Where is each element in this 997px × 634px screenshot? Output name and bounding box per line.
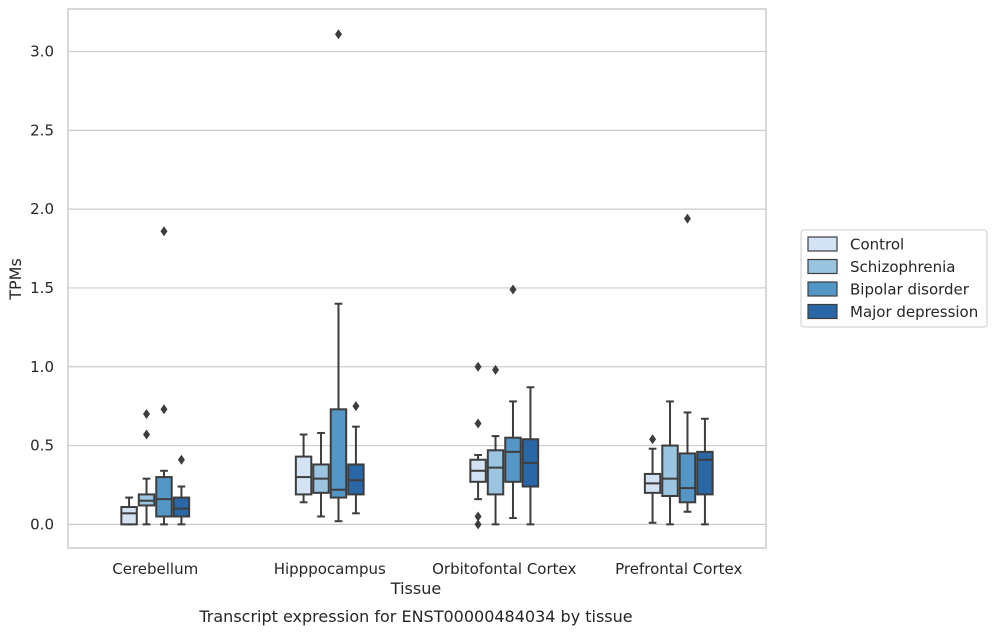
legend-swatch (807, 236, 838, 252)
legend-label: Bipolar disorder (850, 281, 970, 299)
legend: Control Schizophrenia Bipolar disorder Majo… (800, 229, 988, 328)
outlier-point (474, 418, 482, 429)
y-tick-label: 2.5 (30, 121, 54, 139)
series-schizophrenia (137, 364, 679, 526)
box-group (347, 401, 365, 515)
x-axis-ticks: Cerebellum Hipppocampus Orbitofontal Corte… (112, 560, 742, 578)
y-tick-label: 2.0 (30, 200, 54, 218)
legend-items: Control Schizophrenia Bipolar disorder Majo… (807, 236, 978, 321)
box-group (312, 431, 330, 518)
box-iqr (329, 408, 348, 499)
box-iqr (486, 449, 505, 496)
x-tick-label: Hipppocampus (274, 560, 386, 578)
legend-label: Major depression (850, 303, 978, 321)
box-group (469, 361, 487, 530)
box-group (661, 400, 679, 526)
y-tick-label: 0.0 (30, 515, 54, 533)
box-group (504, 284, 522, 520)
box-iqr (504, 436, 522, 483)
outlier-point (474, 511, 482, 522)
box-iqr (120, 506, 138, 526)
y-tick-label: 1.5 (30, 279, 54, 297)
outlier-point (492, 364, 500, 375)
outlier-point (683, 213, 691, 224)
outlier-point (474, 361, 482, 372)
figure-caption: Transcript expression for ENST0000048403… (198, 607, 632, 626)
box-group (678, 213, 697, 513)
x-tick-label: Orbitofontal Cortex (432, 560, 576, 578)
series-major-depression (172, 386, 714, 526)
box-series (120, 29, 714, 530)
outlier-point (649, 434, 657, 445)
outlier-point (160, 226, 168, 237)
outlier-point (352, 401, 360, 412)
box-iqr (661, 444, 679, 497)
box-group (155, 226, 173, 526)
outlier-point (177, 454, 185, 465)
series-bipolar-disorder (155, 29, 697, 526)
box-group (294, 433, 313, 504)
y-tick-label: 3.0 (30, 43, 54, 61)
legend-swatch (807, 258, 838, 275)
box-iqr (172, 496, 191, 518)
y-axis-title: TPMs (6, 258, 25, 301)
x-tick-label: Prefrontal Cortex (615, 560, 742, 578)
box-iqr (294, 455, 313, 496)
legend-swatch (807, 303, 838, 320)
x-tick-label: Cerebellum (112, 560, 198, 578)
gridlines (68, 50, 766, 525)
series-control (120, 361, 662, 530)
y-tick-label: 1.0 (30, 358, 54, 376)
box-group (696, 417, 714, 526)
outlier-point (143, 429, 151, 440)
legend-label: Control (850, 236, 904, 254)
legend-swatch (807, 281, 838, 297)
box-group (643, 434, 662, 524)
outlier-point (474, 519, 482, 530)
box-group (486, 364, 505, 526)
legend-label: Schizophrenia (850, 258, 955, 276)
box-group (137, 409, 156, 526)
box-group (172, 454, 191, 526)
outlier-point (334, 29, 342, 40)
box-group (329, 29, 348, 523)
x-axis-title: Tissue (390, 579, 441, 598)
outlier-point (143, 409, 151, 420)
box-group (120, 496, 138, 526)
outlier-point (160, 404, 168, 415)
box-iqr (696, 450, 714, 496)
outlier-point (509, 284, 517, 295)
y-axis-ticks: 0.0 0.5 1.0 1.5 2.0 2.5 3.0 (30, 43, 54, 534)
box-iqr (155, 476, 173, 518)
box-iqr (678, 452, 697, 504)
y-tick-label: 0.5 (30, 437, 54, 455)
plot-area-frame (67, 8, 767, 549)
box-group (521, 386, 540, 526)
legend-frame (800, 229, 988, 328)
